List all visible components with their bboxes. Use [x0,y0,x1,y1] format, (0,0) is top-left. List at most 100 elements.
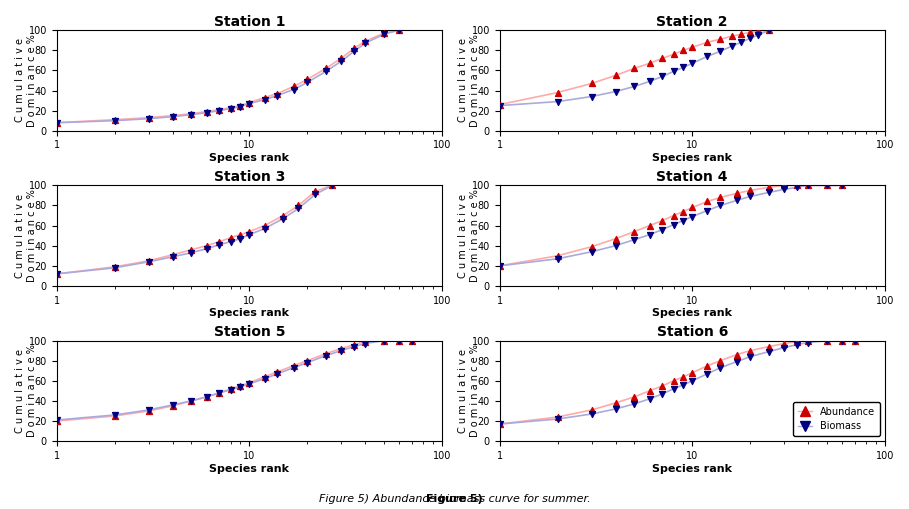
Point [107,116,122,124]
Point [199,242,214,250]
Point [392,336,406,345]
Point [743,347,757,355]
X-axis label: Species rank: Species rank [209,308,289,319]
Point [666,50,681,59]
Point [184,397,198,405]
Point [184,109,198,118]
Point [141,258,155,266]
Point [676,63,691,71]
Point [300,78,315,87]
Point [584,93,599,101]
Point [199,108,214,117]
Point [608,242,623,250]
Point [700,38,714,46]
Point [627,400,642,408]
Point [242,231,256,239]
Point [334,345,348,353]
Point [676,208,691,216]
Point [751,27,765,35]
Point [762,183,776,191]
Point [334,58,348,66]
Point [358,337,373,346]
Point [346,47,361,55]
Point [743,353,757,361]
Point [346,44,361,52]
Point [729,189,744,197]
Point [655,216,670,224]
Title: Station 3: Station 3 [214,170,285,184]
Point [734,30,749,38]
Point [685,59,700,67]
Point [165,252,180,261]
Point [848,336,863,345]
Point [199,107,214,116]
Point [376,29,391,37]
Point [834,336,849,345]
Point [790,183,804,191]
Point [666,385,681,393]
Point [319,352,334,360]
Point [212,238,226,246]
Point [319,67,334,75]
Point [300,357,315,365]
Point [141,115,155,123]
Point [270,90,285,98]
Point [550,415,564,423]
Point [643,221,657,230]
Point [276,214,291,222]
Point [666,67,681,75]
Point [550,254,564,263]
Point [700,207,714,215]
Point [762,343,776,351]
Point [493,420,507,428]
Point [666,377,681,385]
Point [141,407,155,415]
Y-axis label: C u m u l a t i v e
D o m i n a n c e %: C u m u l a t i v e D o m i n a n c e % [458,34,480,127]
Point [199,393,214,401]
Point [291,202,305,210]
Point [405,336,419,345]
Point [107,411,122,419]
Point [550,413,564,421]
Point [584,243,599,251]
Point [643,395,657,403]
Point [234,235,248,243]
Point [550,89,564,97]
Point [801,336,815,345]
Point [319,64,334,72]
Point [270,370,285,378]
Point [49,270,64,278]
Point [346,341,361,349]
X-axis label: Species rank: Species rank [209,464,289,474]
Point [848,336,863,345]
Point [643,59,657,67]
Point [376,30,391,38]
Point [49,119,64,127]
Point [834,181,849,189]
Point [392,336,406,345]
Point [700,52,714,61]
Title: Station 2: Station 2 [656,15,728,29]
Point [257,224,272,233]
Point [801,181,815,189]
Point [666,211,681,219]
Point [713,47,727,55]
Point [493,262,507,270]
Point [713,357,727,365]
Point [584,410,599,418]
Title: Station 5: Station 5 [214,325,285,340]
Point [286,86,301,94]
Point [743,192,757,201]
Point [257,96,272,104]
Point [257,373,272,381]
Point [286,361,301,370]
Y-axis label: C u m u l a t i v e
D o m i n a n c e %: C u m u l a t i v e D o m i n a n c e % [15,34,36,127]
Text: Figure 5) Abundance biomass curve for summer.: Figure 5) Abundance biomass curve for su… [319,494,590,504]
Point [685,369,700,377]
Point [834,336,849,345]
Point [655,225,670,234]
Point [358,340,373,348]
Point [212,106,226,115]
Point [743,34,757,42]
Point [584,406,599,414]
